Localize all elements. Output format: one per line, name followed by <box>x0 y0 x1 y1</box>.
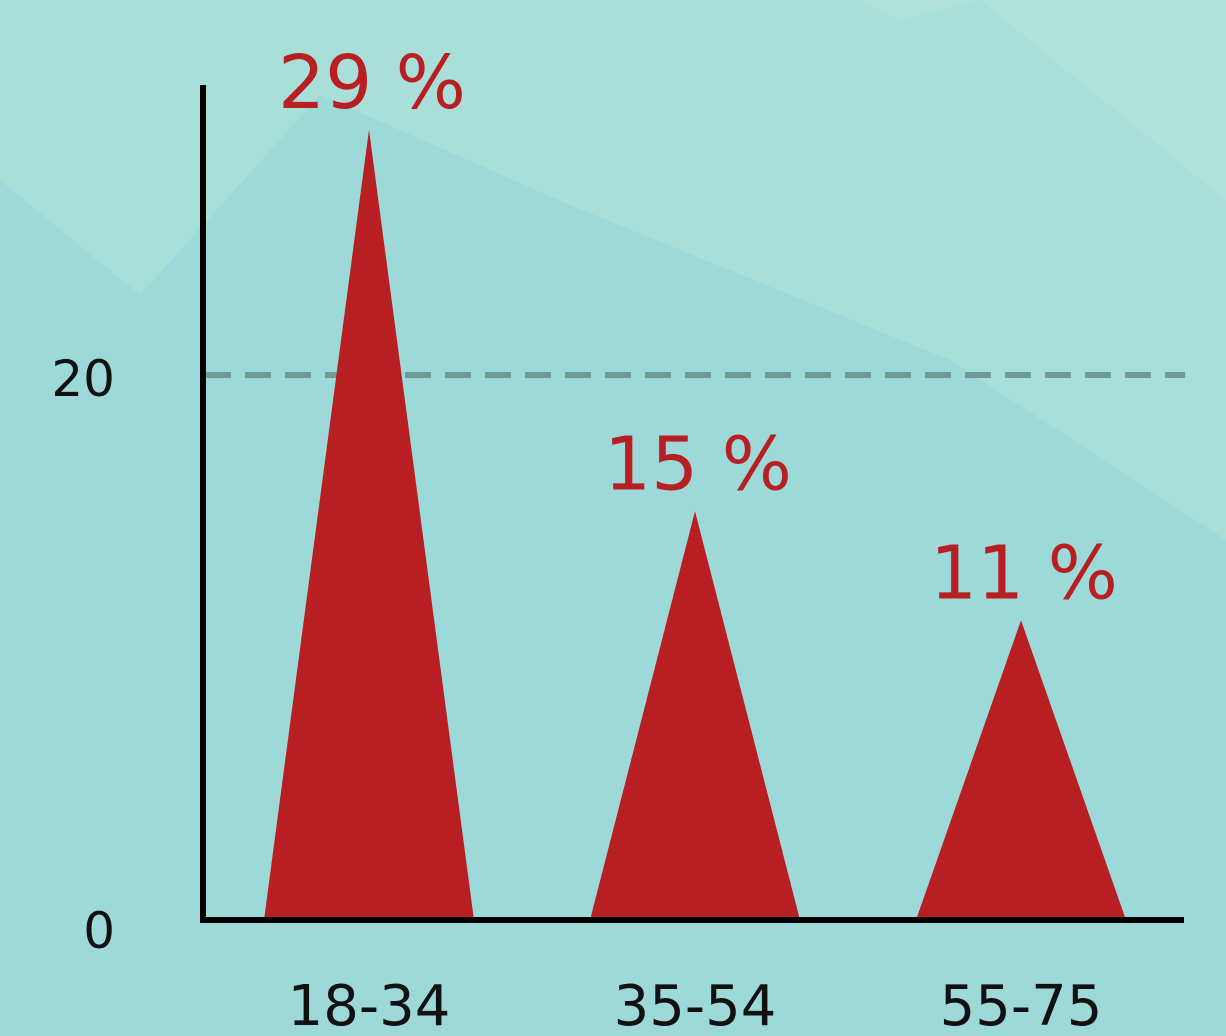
background-shape-mid <box>0 0 1226 200</box>
data-label: 29 % <box>278 40 466 126</box>
y-tick-label: 0 <box>83 902 115 960</box>
x-tick-label: 55-75 <box>940 974 1103 1036</box>
background-shape-light <box>0 0 1226 540</box>
data-label: 15 % <box>604 421 792 507</box>
chart-marks: 29 % 18-34 15 % 35-54 11 % 55-75 <box>264 40 1126 1036</box>
bar-mark <box>264 129 474 920</box>
bar-mark <box>916 620 1126 920</box>
x-tick-label: 35-54 <box>614 974 777 1036</box>
data-label: 11 % <box>930 530 1118 616</box>
bar-mark <box>590 511 800 920</box>
y-tick-label: 20 <box>51 350 115 408</box>
x-tick-label: 18-34 <box>288 974 451 1036</box>
